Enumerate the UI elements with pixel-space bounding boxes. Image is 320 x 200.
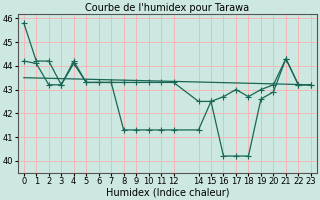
X-axis label: Humidex (Indice chaleur): Humidex (Indice chaleur) bbox=[106, 187, 229, 197]
Title: Courbe de l'humidex pour Tarawa: Courbe de l'humidex pour Tarawa bbox=[85, 3, 249, 13]
